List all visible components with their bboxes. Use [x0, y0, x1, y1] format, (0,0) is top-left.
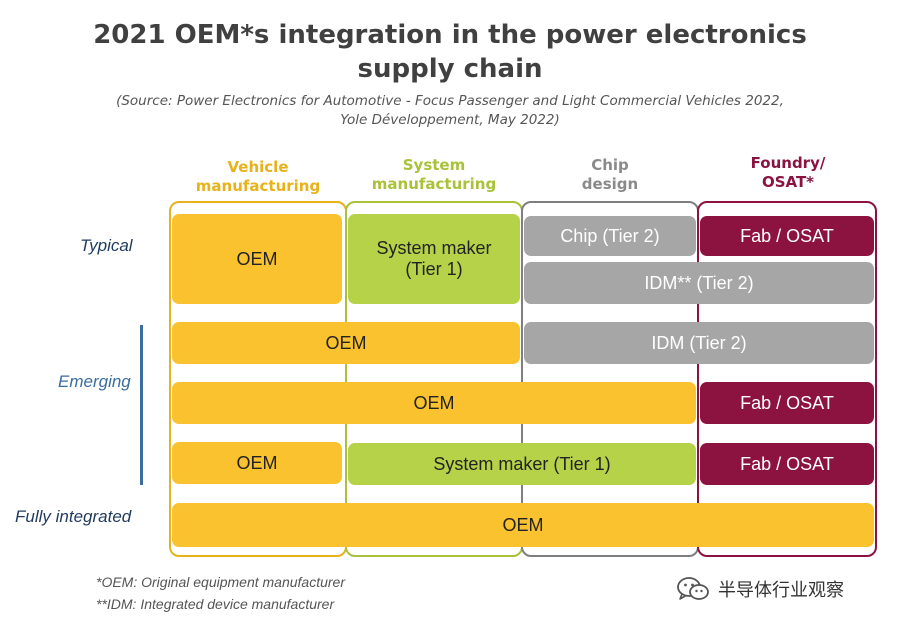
emerging-2-fab-box: Fab / OSAT: [700, 382, 874, 424]
column-header-vehicle-line1: Vehicle: [227, 158, 289, 176]
typical-chip-label: Chip (Tier 2): [560, 225, 660, 246]
typical-oem-box: OEM: [172, 214, 342, 304]
typical-oem-label: OEM: [236, 248, 278, 269]
typical-system-label-2: (Tier 1): [405, 259, 463, 279]
emerging-2-fab-label: Fab / OSAT: [740, 392, 834, 413]
emerging-3-system-maker-box: System maker (Tier 1): [348, 443, 696, 485]
fully-integrated-oem-label: OEM: [502, 514, 544, 535]
emerging-2-oem-label: OEM: [413, 392, 455, 413]
column-header-chip-line2: design: [581, 175, 639, 193]
emerging-bracket: [140, 325, 143, 485]
column-header-system-line1: System: [402, 156, 466, 174]
fully-integrated-oem-box: OEM: [172, 503, 874, 547]
typical-chip-box: Chip (Tier 2): [524, 216, 696, 256]
column-header-system: System manufacturing: [348, 156, 520, 194]
emerging-3-oem-box: OEM: [172, 442, 342, 484]
footnote-idm: **IDM: Integrated device manufacturer: [96, 596, 335, 612]
footnote-oem: *OEM: Original equipment manufacturer: [96, 574, 345, 590]
emerging-3-oem-label: OEM: [236, 452, 278, 473]
typical-idm-box: IDM** (Tier 2): [524, 262, 874, 304]
column-header-chip: Chip design: [524, 156, 696, 194]
typical-system-maker-box: System maker (Tier 1): [348, 214, 520, 304]
column-header-chip-line1: Chip: [591, 156, 629, 174]
source-note: (Source: Power Electronics for Automotiv…: [0, 92, 900, 130]
title-line-1: 2021 OEM*s integration in the power elec…: [93, 20, 807, 50]
emerging-3-fab-box: Fab / OSAT: [700, 443, 874, 485]
column-frame-foundry: [697, 201, 877, 557]
emerging-1-idm-box: IDM (Tier 2): [524, 322, 874, 364]
source-line-1: (Source: Power Electronics for Automotiv…: [116, 93, 784, 109]
row-label-emerging: Emerging: [58, 372, 131, 391]
emerging-3-system-label: System maker (Tier 1): [433, 453, 611, 474]
emerging-3-fab-label: Fab / OSAT: [740, 453, 834, 474]
typical-fab-label: Fab / OSAT: [740, 225, 834, 246]
emerging-1-oem-box: OEM: [172, 322, 520, 364]
column-header-system-line2: manufacturing: [371, 175, 497, 193]
column-header-foundry: Foundry/ OSAT*: [700, 154, 876, 192]
diagram-title: 2021 OEM*s integration in the power elec…: [0, 18, 900, 86]
wechat-icon: [677, 577, 709, 600]
column-header-foundry-line1: Foundry/: [750, 154, 826, 172]
column-header-vehicle-line2: manufacturing: [195, 177, 321, 195]
watermark: 半导体行业观察: [676, 574, 844, 604]
column-header-vehicle: Vehicle manufacturing: [172, 158, 344, 196]
typical-idm-label: IDM** (Tier 2): [644, 272, 754, 293]
emerging-2-oem-box: OEM: [172, 382, 696, 424]
typical-system-label-1: System maker: [376, 238, 492, 258]
title-line-2: supply chain: [357, 54, 543, 84]
emerging-1-idm-label: IDM (Tier 2): [651, 332, 747, 353]
source-line-2: Yole Développement, May 2022): [340, 112, 560, 128]
column-header-foundry-line2: OSAT*: [761, 173, 815, 191]
typical-fab-box: Fab / OSAT: [700, 216, 874, 256]
watermark-text: 半导体行业观察: [718, 580, 844, 601]
row-label-fully-integrated: Fully integrated: [15, 507, 132, 526]
emerging-1-oem-label: OEM: [325, 332, 367, 353]
row-label-typical: Typical: [80, 236, 133, 255]
